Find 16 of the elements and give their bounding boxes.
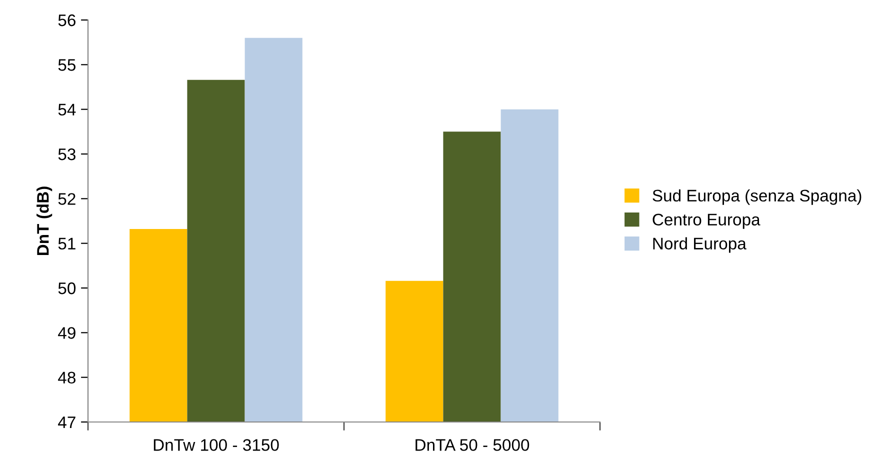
x-tick-label: DnTA 50 - 5000: [416, 439, 530, 451]
y-tick-label: 52: [58, 193, 76, 205]
y-tick-label: 55: [58, 59, 76, 71]
legend-label: Sud Europa (senza Spagna): [652, 189, 862, 205]
y-tick-label: 56: [58, 14, 76, 26]
y-tick-label: 49: [58, 327, 76, 339]
y-tick-label: 54: [58, 104, 76, 116]
y-tick-label: 51: [58, 238, 76, 250]
y-axis-title: DnT (dB): [36, 186, 52, 256]
y-tick-label: 50: [58, 282, 76, 294]
x-tick-label: DnTw 100 - 3150: [154, 439, 279, 451]
y-tick-label: 53: [58, 148, 76, 160]
legend-label: Nord Europa: [653, 237, 746, 253]
y-tick-label: 48: [58, 372, 76, 384]
y-tick-label: 47: [58, 416, 76, 428]
legend-label: Centro Europa: [652, 214, 760, 229]
